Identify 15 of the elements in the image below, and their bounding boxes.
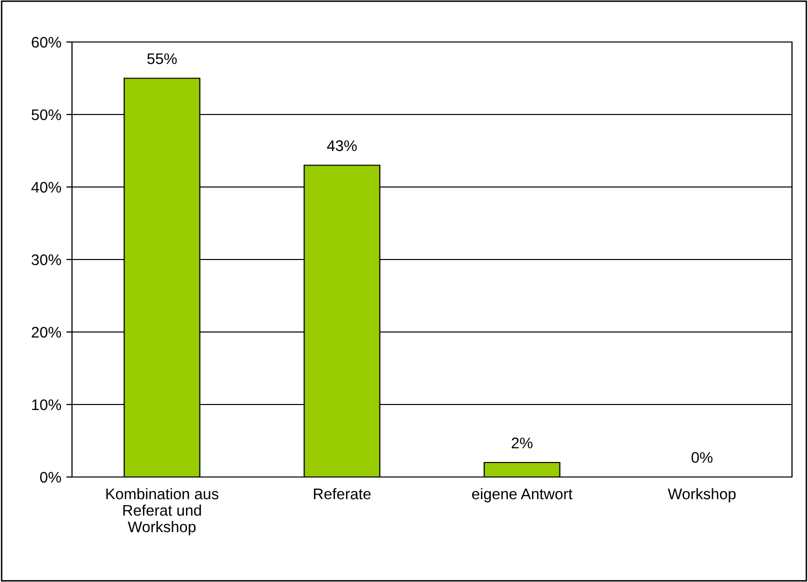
x-tick-label: eigene Antwort bbox=[472, 488, 572, 502]
data-label: 55% bbox=[147, 53, 177, 64]
y-tick-label: 0% bbox=[40, 472, 62, 483]
y-tick-label: 10% bbox=[32, 399, 62, 410]
data-label: 43% bbox=[327, 140, 357, 152]
y-tick-label: 50% bbox=[32, 109, 62, 120]
y-tick-label: 30% bbox=[32, 254, 62, 266]
data-label: 2% bbox=[512, 438, 532, 448]
x-tick-label: Workshop bbox=[668, 488, 736, 502]
y-tick-label: 60% bbox=[32, 36, 62, 48]
y-tick-label: 20% bbox=[32, 326, 62, 338]
x-tick-label: Kombination aus Referat und Workshop bbox=[106, 488, 218, 536]
y-tick-label: 40% bbox=[31, 182, 62, 193]
data-label: 0% bbox=[692, 452, 712, 463]
x-tick-label: Referate bbox=[314, 488, 371, 500]
